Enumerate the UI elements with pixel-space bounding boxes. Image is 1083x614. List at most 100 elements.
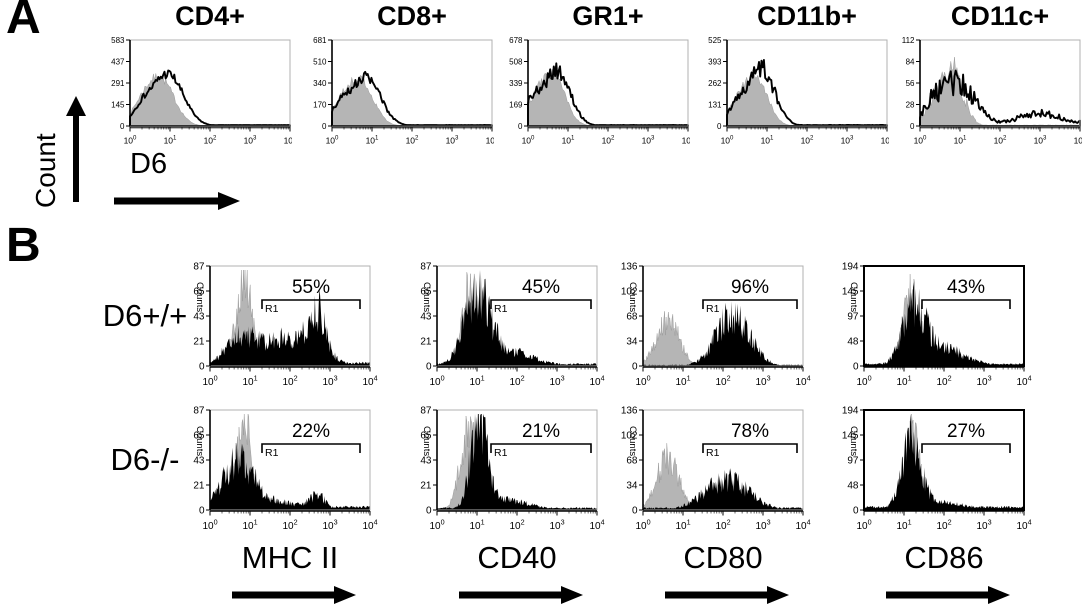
counts-axis-label: Counts bbox=[421, 282, 432, 312]
black-stain-outline bbox=[726, 58, 888, 127]
plot-title-gr1: GR1+ bbox=[572, 1, 644, 31]
x-tick-label: 101 bbox=[896, 518, 911, 531]
x-tick-label: 103 bbox=[755, 518, 770, 531]
cd40-right-arrow-icon bbox=[459, 586, 583, 604]
counts-axis-label: Counts bbox=[848, 426, 859, 456]
counts-axis-label: Counts bbox=[421, 426, 432, 456]
gate-label: R1 bbox=[265, 447, 279, 459]
y-tick-label: 65 bbox=[193, 287, 205, 298]
gate-bracket bbox=[261, 299, 361, 309]
x-tick-label: 101 bbox=[562, 135, 575, 144]
histogram-svg: 678 508 339 169 0 100 101 102 103 104 bbox=[509, 36, 695, 146]
black-stain-histogram bbox=[437, 270, 597, 366]
percent-label: 96% bbox=[731, 277, 769, 298]
y-tick-label: 21 bbox=[193, 481, 205, 492]
x-tick-label: 102 bbox=[282, 518, 297, 531]
x-tick-label: 104 bbox=[284, 135, 292, 144]
x-tick-label: 101 bbox=[366, 135, 379, 144]
histogram-svg: 525 393 262 131 0 100 101 102 103 104 bbox=[708, 36, 894, 146]
x-tick-label: 101 bbox=[242, 518, 257, 531]
y-tick-label: 87 bbox=[420, 262, 432, 273]
y-tick-label: 87 bbox=[193, 262, 205, 273]
x-tick-label: 102 bbox=[936, 518, 951, 531]
black-stain-histogram bbox=[210, 443, 370, 510]
x-tick-label: 104 bbox=[795, 518, 810, 531]
cd86-right-arrow-icon bbox=[886, 586, 1010, 604]
x-tick-label: 100 bbox=[429, 374, 444, 387]
y-tick-label: 65 bbox=[193, 431, 205, 442]
panel-b-label: B bbox=[6, 219, 41, 272]
x-tick-label: 104 bbox=[795, 374, 810, 387]
count-up-arrow-icon bbox=[66, 96, 86, 202]
x-tick-label: 103 bbox=[549, 518, 564, 531]
count-axis-label: Count bbox=[30, 133, 61, 208]
black-stain-outline bbox=[527, 62, 689, 127]
x-tick-label: 100 bbox=[856, 374, 871, 387]
percent-label: 45% bbox=[522, 277, 560, 298]
cd80-right-arrow-icon bbox=[665, 586, 789, 604]
y-tick-label: 68 bbox=[626, 456, 638, 467]
y-tick-label: 65 bbox=[420, 431, 432, 442]
plot-title-cd11c: CD11c+ bbox=[950, 1, 1050, 31]
x-tick-label: 104 bbox=[1016, 374, 1031, 387]
row-label-d6-wt: D6+/+ bbox=[102, 298, 188, 333]
col-label-cd86: CD86 bbox=[904, 540, 984, 575]
histogram-svg: 681 510 340 170 0 100 101 102 103 104 bbox=[313, 36, 499, 146]
row-label-d6-ko: D6-/- bbox=[110, 442, 180, 477]
histogram-wt-cd80: 136 102 68 34 0 100 101 102 103 104 Counts R1 96% bbox=[611, 260, 811, 391]
x-tick-label: 102 bbox=[936, 374, 951, 387]
y-tick-label: 510 bbox=[313, 57, 327, 66]
y-tick-label: 87 bbox=[193, 406, 205, 417]
histogram-wt-mhcii: 87 65 43 21 0 100 101 102 103 104 Counts R1 55% bbox=[178, 260, 378, 391]
gate-bracket bbox=[921, 443, 1011, 453]
y-tick-label: 340 bbox=[313, 79, 327, 88]
y-tick-label: 0 bbox=[322, 122, 327, 131]
col-label-mhcii: MHC II bbox=[241, 540, 339, 575]
y-tick-label: 68 bbox=[626, 312, 638, 323]
x-tick-label: 101 bbox=[469, 518, 484, 531]
y-tick-label: 0 bbox=[853, 362, 859, 373]
d6-right-arrow-icon bbox=[114, 192, 240, 210]
y-tick-label: 0 bbox=[910, 122, 915, 131]
gate-bracket bbox=[702, 299, 798, 309]
x-tick-label: 103 bbox=[446, 135, 459, 144]
x-tick-label: 101 bbox=[675, 374, 690, 387]
y-tick-label: 0 bbox=[518, 122, 523, 131]
y-tick-label: 43 bbox=[193, 456, 205, 467]
black-stain-histogram bbox=[643, 468, 803, 510]
y-tick-label: 97 bbox=[847, 456, 859, 467]
y-tick-label: 28 bbox=[906, 100, 915, 109]
gate-bracket bbox=[490, 299, 592, 309]
counts-axis-label: Counts bbox=[194, 426, 205, 456]
y-tick-label: 262 bbox=[708, 79, 722, 88]
black-stain-histogram bbox=[864, 414, 1024, 510]
y-tick-label: 21 bbox=[420, 481, 432, 492]
x-tick-label: 103 bbox=[1034, 135, 1047, 144]
gate-label: R1 bbox=[494, 303, 508, 315]
x-tick-label: 100 bbox=[914, 135, 927, 144]
histogram-wt-cd40: 87 65 43 21 0 100 101 102 103 104 Counts R1 45% bbox=[405, 260, 605, 391]
counts-axis-label: Counts bbox=[848, 282, 859, 312]
y-tick-label: 145 bbox=[111, 100, 125, 109]
y-tick-label: 145 bbox=[842, 287, 859, 298]
y-tick-label: 291 bbox=[111, 79, 125, 88]
gate-label: R1 bbox=[494, 447, 508, 459]
x-tick-label: 102 bbox=[509, 374, 524, 387]
x-tick-label: 104 bbox=[1074, 135, 1082, 144]
y-tick-label: 56 bbox=[906, 79, 915, 88]
x-tick-label: 101 bbox=[675, 518, 690, 531]
histogram-cd11c: 112 84 56 28 0 100 101 102 103 104 bbox=[890, 36, 1083, 149]
percent-label: 55% bbox=[292, 277, 330, 298]
x-tick-label: 103 bbox=[755, 374, 770, 387]
black-stain-histogram bbox=[210, 288, 370, 366]
x-tick-label: 102 bbox=[994, 135, 1007, 144]
histogram-ko-cd80: 136 102 68 34 0 100 101 102 103 104 Counts R1 78% bbox=[611, 404, 811, 535]
x-tick-label: 102 bbox=[602, 135, 615, 144]
gate-bracket bbox=[490, 443, 592, 453]
y-tick-label: 97 bbox=[847, 312, 859, 323]
